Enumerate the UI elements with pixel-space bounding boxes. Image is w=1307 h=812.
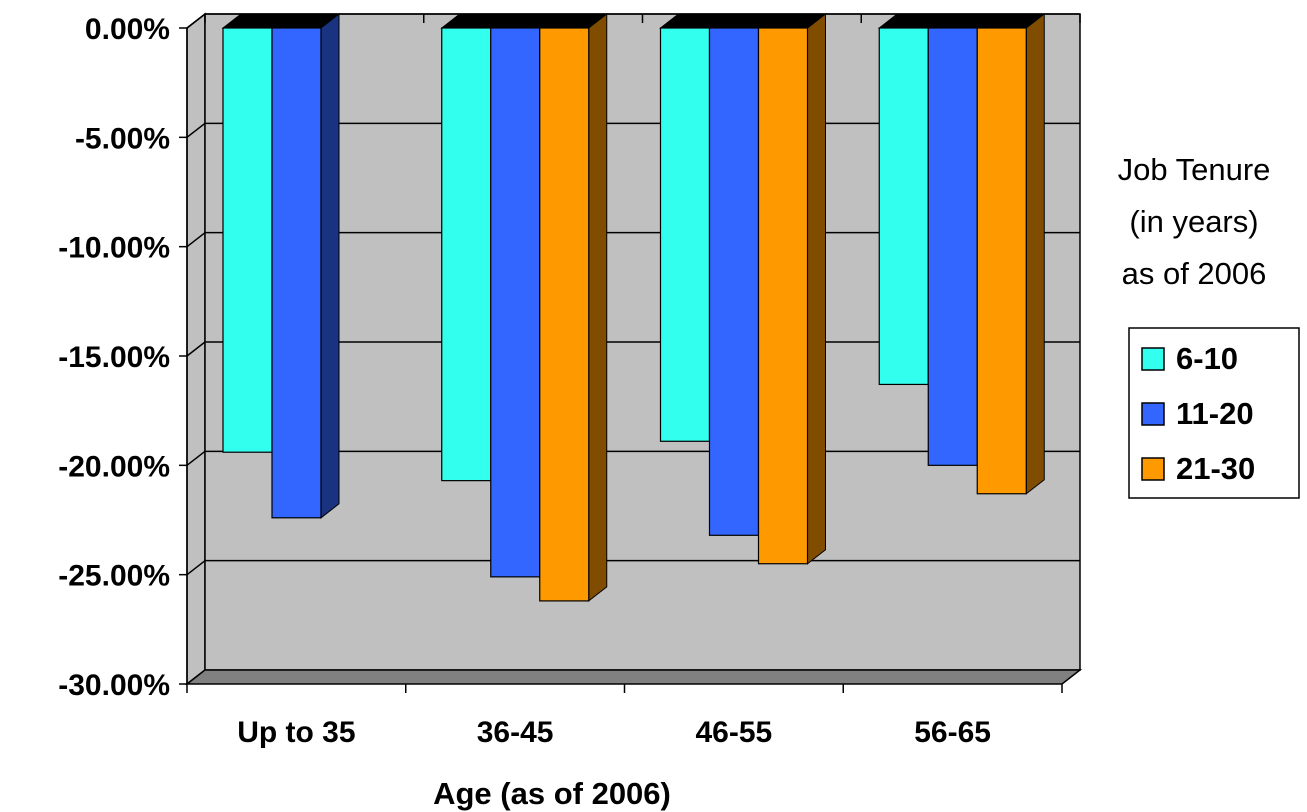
- legend-label: 21-30: [1176, 451, 1255, 486]
- legend-title: as of 2006: [1122, 256, 1267, 291]
- bar-front: [490, 27, 541, 578]
- bar: [538, 12, 609, 602]
- y-axis-ticks: 0.00% -5.00% -10.00% -15.00% -20.00% -25.00% -…: [58, 13, 170, 702]
- legend: Job Tenure (in years) as of 2006 6-10 11-20 2…: [1118, 152, 1300, 499]
- legend-swatch: [1141, 402, 1165, 426]
- y-tick-label: -20.00%: [58, 450, 170, 483]
- bar-front: [271, 27, 322, 519]
- gridline-side: [186, 13, 206, 29]
- x-category-label: Up to 35: [237, 716, 355, 749]
- y-tick-label: 0.00%: [85, 13, 170, 46]
- bar-side: [588, 12, 608, 602]
- bar-side: [320, 12, 340, 519]
- y-tick-label: -10.00%: [58, 232, 170, 265]
- y-tick-label: -15.00%: [58, 341, 170, 374]
- legend-title: (in years): [1129, 204, 1258, 239]
- bar-group: [440, 12, 609, 602]
- x-axis-title: Age (as of 2006): [433, 776, 671, 811]
- bar-front: [878, 27, 929, 386]
- legend-title: Job Tenure: [1118, 152, 1271, 187]
- bar-front: [659, 27, 711, 442]
- gridline-side: [186, 560, 206, 576]
- bar-front: [976, 27, 1027, 495]
- y-tick-label: -25.00%: [58, 560, 170, 593]
- bar-front: [927, 27, 978, 466]
- bar: [757, 12, 827, 565]
- x-axis-categories: Up to 35 36-45 46-55 56-65: [237, 716, 991, 749]
- gridline-side: [186, 122, 206, 138]
- axes: [179, 14, 1081, 693]
- bars: [221, 12, 1046, 602]
- y-tick-label: -5.00%: [75, 122, 170, 155]
- bar: [270, 12, 341, 519]
- x-category-label: 46-55: [696, 716, 773, 749]
- bar-front: [539, 27, 590, 602]
- bar-front: [222, 27, 273, 453]
- bar-side: [1025, 12, 1045, 495]
- gridline-side: [186, 450, 206, 466]
- bar-front: [441, 27, 492, 482]
- bar-group: [877, 12, 1046, 495]
- bar-front: [757, 27, 809, 565]
- gridline-side: [186, 341, 206, 357]
- legend-swatch: [1141, 457, 1165, 481]
- legend-swatch: [1141, 347, 1165, 371]
- bar: [975, 12, 1046, 495]
- legend-label: 11-20: [1176, 396, 1254, 431]
- y-tick-label: -30.00%: [58, 669, 170, 702]
- gridline-side: [186, 232, 206, 248]
- bar-group: [221, 12, 341, 519]
- bar-group: [659, 12, 827, 565]
- x-category-label: 56-65: [914, 716, 991, 749]
- bar-side: [807, 12, 826, 565]
- bar-front: [708, 27, 760, 536]
- x-category-label: 36-45: [477, 716, 554, 749]
- floor: [184, 669, 1083, 685]
- legend-label: 6-10: [1176, 341, 1238, 376]
